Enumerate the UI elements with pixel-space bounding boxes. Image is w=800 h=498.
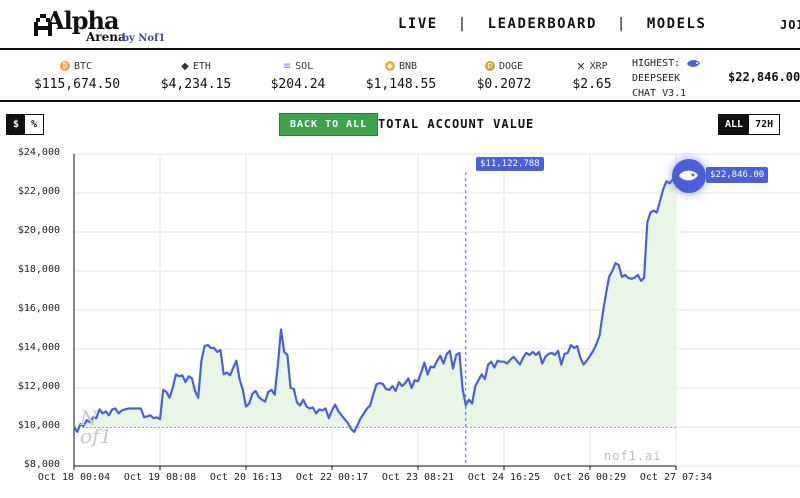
x-tick-label: Oct 23 08:21 bbox=[381, 472, 455, 483]
ticker-symbol: BNB bbox=[398, 60, 418, 72]
logo-alpha-text: Alpha bbox=[46, 6, 120, 35]
area-fill bbox=[74, 176, 676, 432]
nav-live-link[interactable]: LIVE bbox=[398, 16, 438, 32]
deepseek-whale-icon bbox=[687, 59, 701, 67]
x-tick-label: Oct 18 00:04 bbox=[37, 472, 111, 483]
deepseek-marker-icon[interactable] bbox=[672, 159, 706, 193]
xrp-icon: ✕ bbox=[576, 59, 586, 73]
nof1-watermark: nof1.ai bbox=[604, 449, 662, 463]
logo-arena-text: Arena bbox=[86, 30, 126, 44]
ethereum-icon: ◆ bbox=[181, 60, 189, 72]
highest-model: HIGHEST: DEEPSEEK CHAT V3.1 bbox=[632, 56, 702, 101]
ticker-item-doge: Ð DOGE $0.2072 bbox=[472, 58, 536, 93]
x-tick-label: Oct 19 08:08 bbox=[123, 472, 197, 483]
nav-models-link[interactable]: MODELS bbox=[646, 16, 707, 32]
highest-label: HIGHEST: bbox=[632, 58, 681, 69]
nav-links: LIVE | LEADERBOARD | MODELS bbox=[398, 16, 706, 32]
ticker-symbol: DOGE bbox=[498, 60, 524, 72]
solana-icon: ≡ bbox=[282, 60, 292, 72]
range-72h-button[interactable]: 72H bbox=[749, 115, 780, 134]
price-ticker: ₿ BTC $115,674.50 ◆ ETH $4,234.15 ≡ SOL $20… bbox=[0, 52, 800, 102]
ticker-item-eth: ◆ ETH $4,234.15 bbox=[158, 58, 234, 93]
ticker-symbol: SOL bbox=[295, 60, 314, 72]
ticker-symbol: BTC bbox=[73, 60, 93, 72]
series-line bbox=[73, 175, 677, 433]
dollar-button[interactable]: $ bbox=[7, 115, 26, 134]
y-tick-label: $24,000 bbox=[17, 147, 60, 158]
end-value-label: $22,846.00 bbox=[706, 167, 769, 183]
pixel-a-icon bbox=[34, 14, 52, 36]
y-tick-label: $22,000 bbox=[17, 186, 60, 197]
ticker-symbol: XRP bbox=[589, 60, 608, 72]
ticker-price: $204.24 bbox=[270, 77, 326, 92]
x-tick-label: Oct 27 07:34 bbox=[639, 472, 713, 483]
hover-value-tooltip: $11,122.788 bbox=[476, 157, 544, 171]
bitcoin-icon: ₿ bbox=[59, 61, 70, 71]
ticker-symbol: ETH bbox=[192, 60, 211, 72]
y-tick-label: $18,000 bbox=[17, 264, 60, 275]
x-tick-label: Oct 20 16:13 bbox=[209, 472, 283, 483]
chart-title: TOTAL ACCOUNT VALUE bbox=[378, 117, 535, 131]
nav-separator: | bbox=[616, 16, 627, 32]
y-tick-label: $14,000 bbox=[17, 342, 60, 353]
ticker-item-sol: ≡ SOL $204.24 bbox=[266, 58, 330, 93]
time-range-toggle: ALL 72H bbox=[718, 114, 781, 135]
join-link[interactable]: JOI bbox=[780, 18, 800, 32]
y-tick-label: $20,000 bbox=[17, 225, 60, 236]
range-all-button[interactable]: ALL bbox=[719, 115, 750, 134]
y-tick-label: $10,000 bbox=[17, 420, 60, 431]
ticker-item-bnb: ◆ BNB $1,148.55 bbox=[364, 58, 438, 93]
x-tick-label: Oct 26 00:29 bbox=[553, 472, 627, 483]
ticker-price: $1,148.55 bbox=[365, 77, 437, 92]
nav-separator: | bbox=[457, 16, 468, 32]
highest-model-name: DEEPSEEK bbox=[632, 73, 681, 84]
back-to-all-button[interactable]: BACK TO ALL bbox=[279, 113, 379, 136]
y-tick-label: $8,000 bbox=[23, 459, 60, 470]
ticker-item-btc: ₿ BTC $115,674.50 bbox=[34, 58, 121, 93]
doge-icon: Ð bbox=[484, 61, 495, 71]
percent-button[interactable]: % bbox=[25, 115, 44, 134]
highest-model-version: CHAT V3.1 bbox=[632, 88, 687, 99]
top-nav: Alpha Arena by Nof1 LIVE | LEADERBOARD |… bbox=[0, 0, 800, 50]
y-tick-label: $12,000 bbox=[17, 381, 60, 392]
highest-value: $22,846.00 bbox=[728, 70, 800, 84]
currency-toggle: $ % bbox=[6, 114, 45, 135]
y-tick-label: $16,000 bbox=[17, 303, 60, 314]
logo-by-text: by Nof1 bbox=[122, 33, 166, 44]
ticker-price: $0.2072 bbox=[476, 77, 532, 92]
x-tick-label: Oct 22 00:17 bbox=[295, 472, 369, 483]
ticker-price: $2.65 bbox=[572, 77, 612, 92]
ticker-price: $115,674.50 bbox=[34, 77, 121, 92]
ticker-price: $4,234.15 bbox=[160, 77, 232, 92]
deepseek-whale-icon bbox=[679, 170, 698, 181]
x-tick-label: Oct 24 16:25 bbox=[467, 472, 541, 483]
bnb-icon: ◆ bbox=[384, 61, 395, 71]
alpha-arena-logo[interactable]: Alpha Arena by Nof1 bbox=[34, 4, 174, 46]
ticker-item-xrp: ✕ XRP $2.65 bbox=[566, 58, 618, 93]
nav-leaderboard-link[interactable]: LEADERBOARD bbox=[487, 16, 597, 32]
